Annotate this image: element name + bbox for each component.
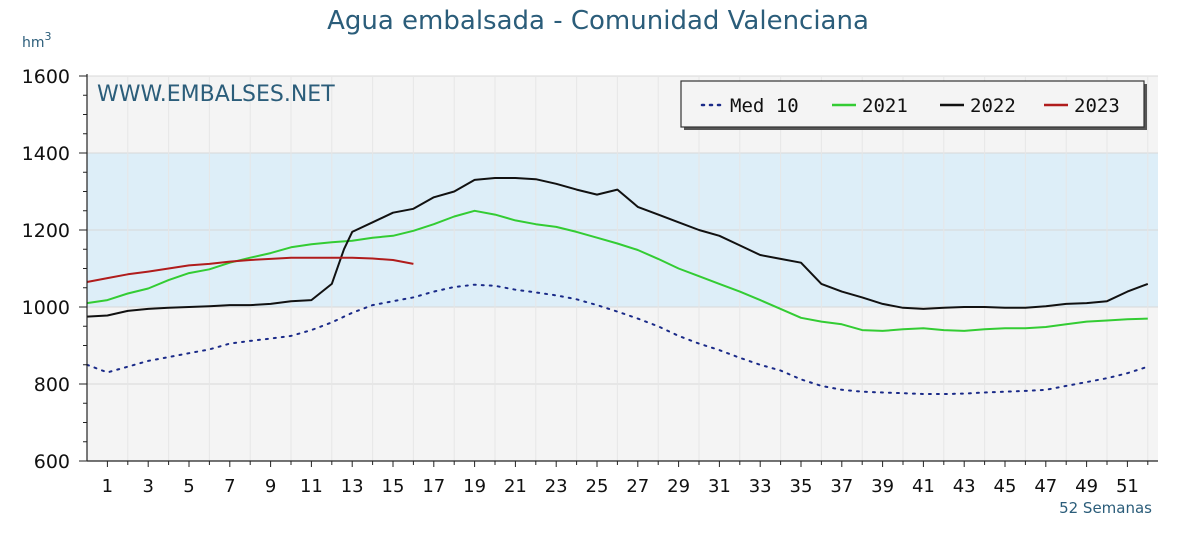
y-tick-label: 800 [34, 374, 70, 396]
legend-label: 2022 [970, 95, 1016, 117]
x-axis-label: 52 Semanas [1059, 499, 1152, 517]
series-line-2022 [86, 177, 1149, 318]
legend-label: 2023 [1074, 95, 1120, 117]
x-tick-label: 9 [265, 476, 276, 497]
legend-label: Med 10 [730, 95, 799, 117]
x-tick-label: 49 [1075, 476, 1098, 497]
x-tick-label: 27 [626, 476, 649, 497]
x-tick-label: 31 [708, 476, 731, 497]
x-tick-label: 43 [953, 476, 976, 497]
x-tick-label: 51 [1116, 476, 1139, 497]
x-tick-label: 21 [504, 476, 527, 497]
x-tick-label: 37 [830, 476, 853, 497]
legend: Med 10 2021 2022 2023 [680, 80, 1147, 130]
x-tick-label: 3 [142, 476, 153, 497]
x-tick-label: 5 [183, 476, 194, 497]
x-tick-label: 15 [382, 476, 405, 497]
chart-title: Agua embalsada - Comunidad Valenciana [327, 6, 869, 36]
y-axis-unit: hm3 [22, 30, 52, 51]
x-tick-label: 45 [994, 476, 1017, 497]
x-tick-label: 13 [341, 476, 364, 497]
x-tick-label: 11 [300, 476, 323, 497]
y-tick-label: 600 [34, 451, 70, 473]
series-line-med-10 [86, 283, 1149, 395]
series-line-2021 [86, 209, 1148, 332]
y-tick-label: 1000 [22, 297, 70, 319]
x-tick-label: 17 [422, 476, 445, 497]
series-line-2023 [86, 256, 414, 283]
x-tick-label: 39 [871, 476, 894, 497]
x-tick-label: 47 [1034, 476, 1057, 497]
y-tick-label: 1600 [22, 66, 70, 88]
x-tick-label: 33 [749, 476, 772, 497]
y-tick-label: 1400 [22, 143, 70, 165]
x-tick-label: 35 [790, 476, 813, 497]
series-layer [86, 177, 1149, 395]
unit-exponent: 3 [45, 30, 52, 43]
x-tick-label: 23 [545, 476, 568, 497]
x-tick-label: 25 [586, 476, 609, 497]
x-tick-label: 7 [224, 476, 235, 497]
unit-base: hm [22, 35, 45, 51]
watermark: WWW.EMBALSES.NET [97, 82, 335, 107]
y-tick-label: 1200 [22, 220, 70, 242]
x-tick-label: 1 [102, 476, 113, 497]
plot-background [87, 76, 1158, 461]
x-tick-label: 29 [667, 476, 690, 497]
x-tick-label: 19 [463, 476, 486, 497]
legend-label: 2021 [862, 95, 908, 117]
x-tick-label: 41 [912, 476, 935, 497]
